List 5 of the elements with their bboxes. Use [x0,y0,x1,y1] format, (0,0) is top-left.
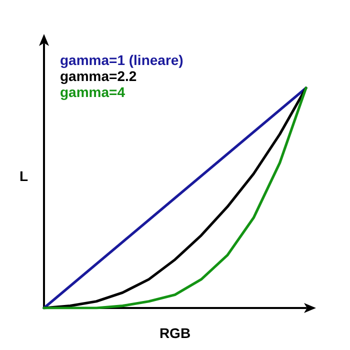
x-axis-title: RGB [159,325,191,341]
y-axis-title: L [19,168,28,184]
text: gamma=1 (lineare) [60,52,184,68]
text: gamma=4 [60,84,126,100]
text: gamma=2.2 [60,68,138,84]
